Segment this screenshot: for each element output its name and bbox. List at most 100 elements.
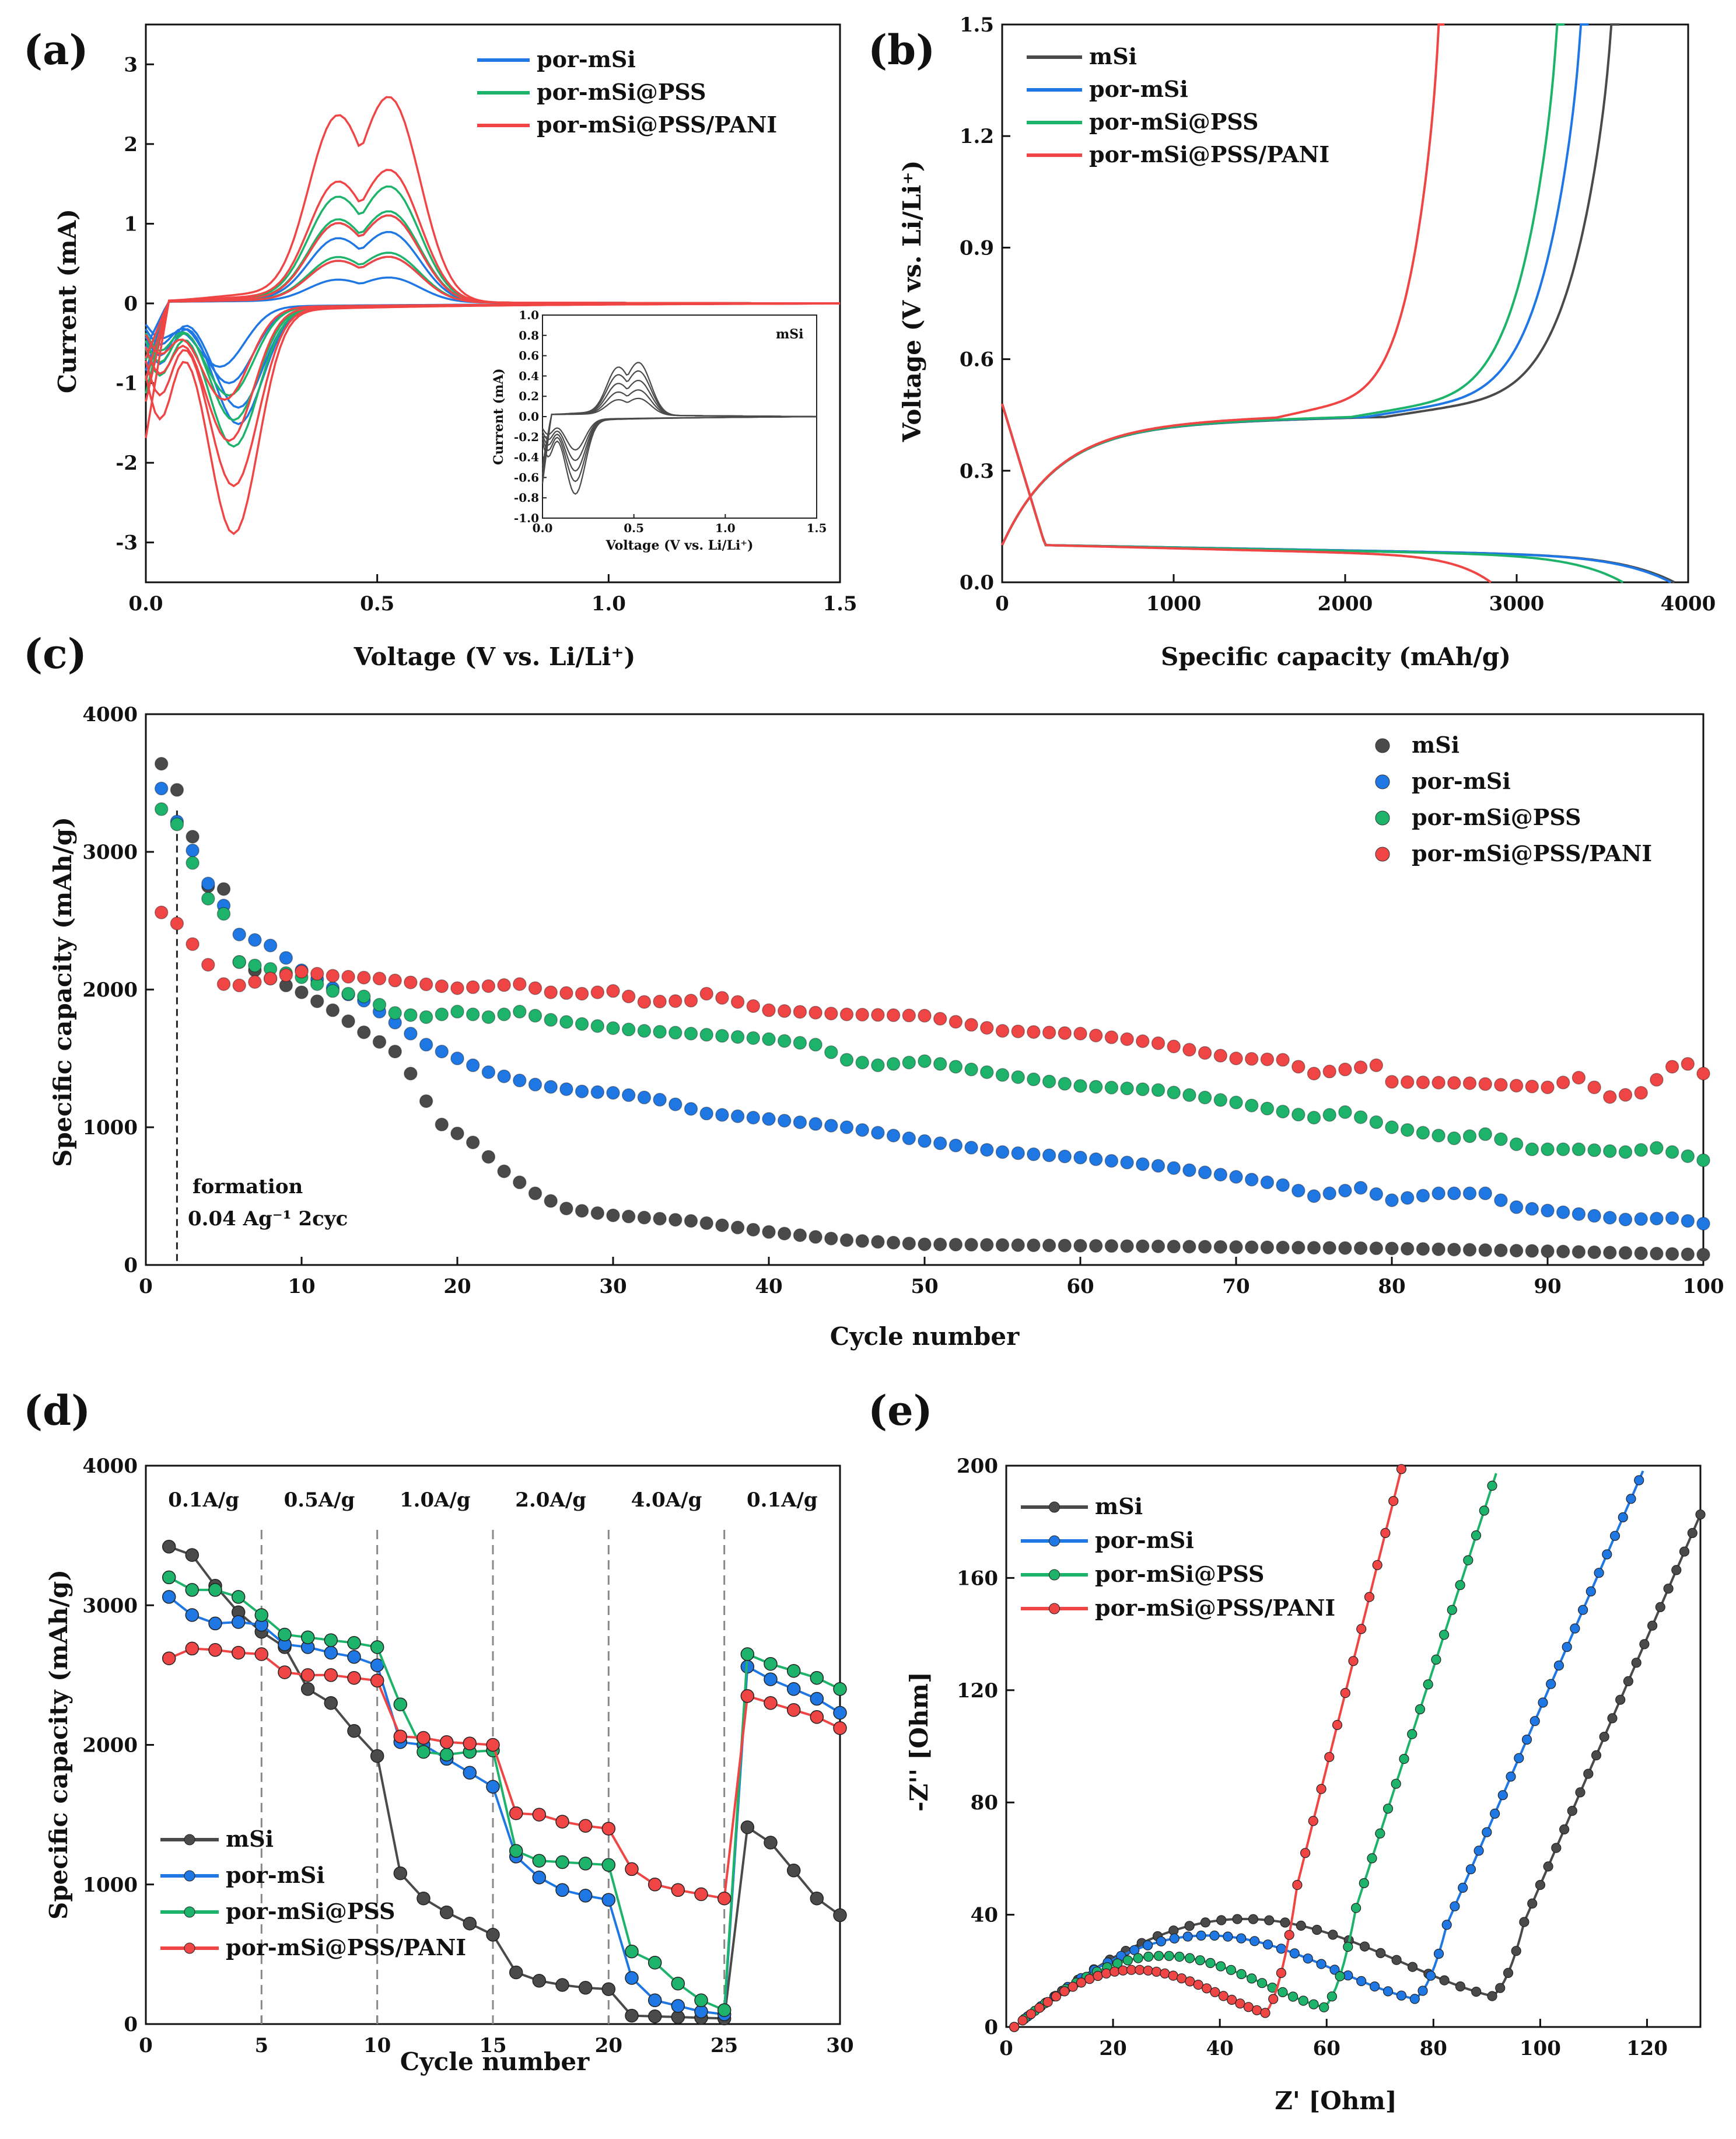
inset-y-tick-label: -1.0 xyxy=(514,511,539,525)
data-point xyxy=(324,1696,338,1710)
data-point xyxy=(1665,1145,1679,1159)
data-point xyxy=(1587,1143,1601,1158)
data-point xyxy=(1167,1039,1181,1054)
data-point xyxy=(1300,1848,1311,1858)
data-point xyxy=(1681,1247,1695,1261)
data-point xyxy=(786,1703,801,1717)
data-point xyxy=(1681,1149,1695,1163)
data-point xyxy=(684,1102,698,1116)
data-point xyxy=(347,1670,361,1685)
data-point xyxy=(671,1976,685,1991)
data-point xyxy=(1587,1245,1601,1259)
data-point xyxy=(808,1005,822,1020)
data-point xyxy=(1329,1965,1340,1975)
data-point xyxy=(1176,1973,1187,1984)
data-point xyxy=(170,783,184,797)
data-point xyxy=(1594,1568,1604,1578)
data-point xyxy=(606,1086,620,1100)
rate-label: 0.1A/g xyxy=(747,1488,818,1512)
data-point xyxy=(1198,1046,1212,1060)
data-point xyxy=(902,1055,916,1070)
data-point xyxy=(1609,1530,1620,1541)
data-point xyxy=(1073,1151,1087,1165)
data-point xyxy=(824,1231,838,1246)
data-point xyxy=(1307,1240,1321,1255)
data-point xyxy=(263,938,278,953)
legend-marker xyxy=(184,1834,195,1846)
x-tick-label: 40 xyxy=(1206,2037,1233,2060)
data-point xyxy=(1607,1713,1618,1724)
legend-label: por-mSi xyxy=(1095,1527,1194,1553)
data-point xyxy=(1308,1816,1318,1826)
data-point xyxy=(1182,1239,1196,1254)
y-tick-label: 0.9 xyxy=(960,236,994,260)
data-point xyxy=(416,1731,430,1745)
data-point xyxy=(1058,1149,1072,1163)
x-tick-label: 100 xyxy=(1683,1275,1724,1298)
data-point xyxy=(1353,1181,1368,1195)
data-point xyxy=(810,1891,824,1906)
y-tick-label: 0 xyxy=(124,2013,138,2036)
data-point xyxy=(1260,2008,1270,2018)
data-point xyxy=(1104,1030,1119,1044)
inset-cv-curve xyxy=(541,397,817,466)
inset-y-tick-label: 0.6 xyxy=(519,349,539,363)
data-point xyxy=(1391,1778,1401,1789)
data-point xyxy=(1385,1120,1399,1134)
data-point xyxy=(637,1024,652,1038)
data-point xyxy=(839,1053,854,1067)
axis-title-a-y: Current (mA) xyxy=(53,209,82,393)
y-tick-label: 1000 xyxy=(82,1874,138,1897)
x-tick-label: 70 xyxy=(1222,1275,1250,1298)
data-point xyxy=(1626,1494,1636,1504)
data-point xyxy=(1369,1115,1384,1130)
data-point xyxy=(786,1682,801,1696)
y-tick-label: 200 xyxy=(957,1455,998,1478)
data-point xyxy=(1151,1083,1166,1098)
data-point xyxy=(1447,1186,1461,1201)
data-point xyxy=(1631,1658,1642,1668)
data-point xyxy=(1200,1917,1210,1928)
rate-label: 2.0A/g xyxy=(515,1488,586,1512)
data-point xyxy=(839,1007,854,1022)
data-point xyxy=(435,1044,449,1058)
data-point xyxy=(1027,1147,1041,1162)
data-point xyxy=(1073,1026,1087,1041)
data-point xyxy=(463,1766,477,1780)
data-point xyxy=(1351,1903,1362,1913)
data-point xyxy=(648,2009,662,2023)
data-point xyxy=(1665,1060,1679,1074)
y-tick-label: 1.2 xyxy=(960,125,994,148)
data-point xyxy=(254,1647,269,1661)
data-point xyxy=(1587,1080,1601,1095)
y-tick-label: 160 xyxy=(957,1567,998,1590)
data-point xyxy=(1338,1241,1352,1255)
inset-y-tick-label: 0.2 xyxy=(519,389,539,403)
data-point xyxy=(1359,1941,1370,1952)
data-point xyxy=(1385,1193,1399,1207)
data-point xyxy=(326,1003,340,1018)
data-point xyxy=(300,1682,315,1696)
data-point xyxy=(1521,1734,1532,1745)
data-point xyxy=(648,1878,662,1892)
data-point xyxy=(684,1026,698,1041)
data-point xyxy=(1525,1244,1539,1258)
data-point xyxy=(1527,1898,1538,1909)
data-point xyxy=(1396,1464,1406,1474)
data-point xyxy=(1122,1955,1133,1966)
data-point xyxy=(559,1201,573,1215)
y-tick-label: 1.5 xyxy=(960,13,994,37)
data-point xyxy=(1455,1580,1465,1591)
plot-3: 0 5 10 15 20 25 30 0 1000 2000 3000 4000 0.1A/g 0.5A/… xyxy=(82,1455,853,2057)
inset-y-tick-label: 0.0 xyxy=(519,410,539,424)
data-point xyxy=(1583,1768,1594,1779)
data-point xyxy=(185,1548,200,1562)
data-point xyxy=(1482,1827,1492,1837)
data-point xyxy=(833,1705,847,1720)
data-point xyxy=(1650,1141,1664,1155)
data-point xyxy=(528,1009,542,1023)
data-point xyxy=(1343,1942,1353,1952)
data-point xyxy=(231,1615,246,1629)
data-point xyxy=(393,1866,408,1881)
data-point xyxy=(509,1806,523,1820)
